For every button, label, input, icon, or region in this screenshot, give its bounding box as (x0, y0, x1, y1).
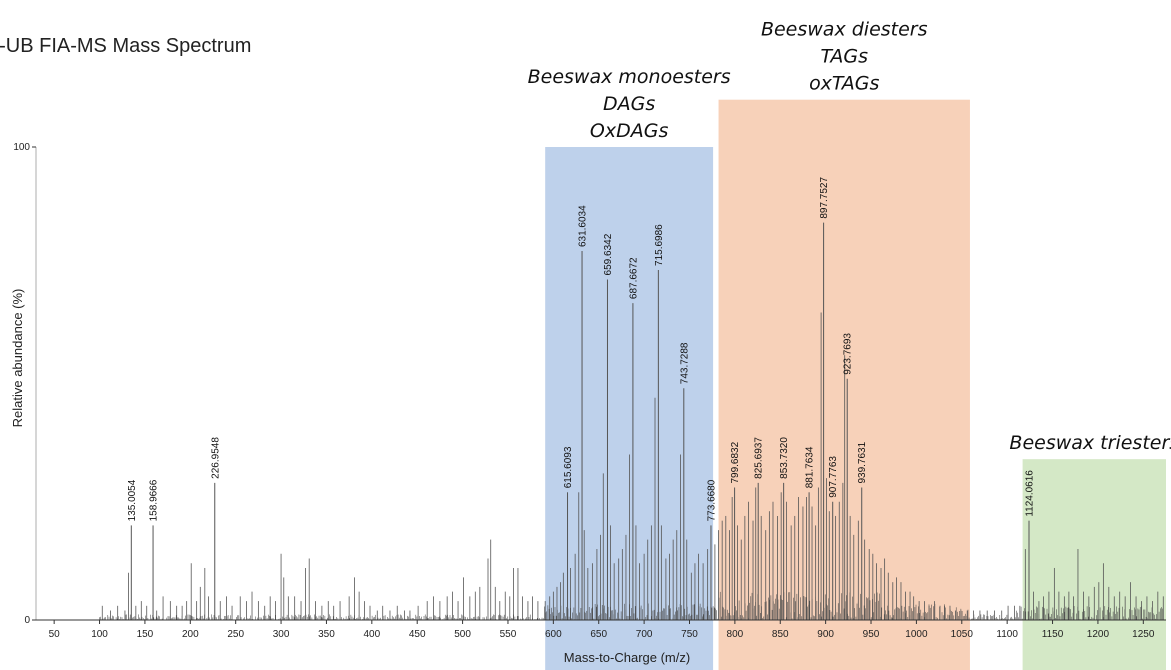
spectrum-peaks (101, 222, 1164, 620)
region-label: oxTAGs (809, 73, 879, 95)
peak-labels: 135.0054 158.9666 226.9548 615.6093 631.6034… (127, 177, 1036, 522)
highlight-regions (545, 99, 1166, 670)
x-tick-label: 600 (545, 629, 562, 640)
x-tick-label: 400 (363, 629, 380, 640)
region-label: Beeswax monoesters (528, 66, 731, 88)
x-tick-label: 250 (227, 629, 244, 640)
peak-label: 853.7320 (779, 437, 790, 479)
x-tick-label: 650 (590, 629, 607, 640)
peak-label: 907.7763 (828, 456, 839, 498)
peak-label: 923.7693 (843, 333, 854, 375)
peak-label: 743.7288 (679, 342, 690, 384)
x-tick-label: 1100 (996, 629, 1018, 640)
x-tick-label: 1150 (1042, 629, 1064, 640)
x-tick-label: 200 (182, 629, 199, 640)
x-tick-label: 500 (454, 629, 471, 640)
peak-label: 1124.0616 (1025, 470, 1036, 517)
region-label: Beeswax triesters (1009, 432, 1171, 454)
peak-label: 897.7527 (819, 177, 830, 219)
x-tick-label: 100 (91, 629, 108, 640)
highlight-region (545, 147, 714, 670)
x-tick-label: 1000 (905, 629, 928, 640)
x-tick-label: 750 (681, 629, 698, 640)
peak-label: 799.6832 (730, 441, 741, 483)
region-labels: Beeswax monoesters DAGs OxDAGs Beeswax dies… (528, 19, 1171, 454)
region-label: TAGs (821, 46, 869, 68)
peak-label: 825.6937 (754, 437, 765, 479)
region-label: OxDAGs (590, 120, 669, 142)
peak-label: 135.0054 (127, 479, 138, 521)
axes (35, 147, 1166, 621)
peak-label: 631.6034 (578, 205, 589, 247)
x-tick-label: 1200 (1087, 629, 1110, 640)
chart-title: 0-UB FIA-MS Mass Spectrum (0, 35, 251, 57)
x-tick-label: 800 (727, 629, 744, 640)
x-tick-label: 550 (500, 629, 517, 640)
highlight-region (1022, 459, 1166, 670)
x-tick-label: 700 (636, 629, 653, 640)
y-tick-label: 100 (13, 142, 30, 153)
peak-label: 687.6672 (628, 257, 639, 299)
x-tick-label: 450 (409, 629, 426, 640)
x-tick-label: 300 (273, 629, 290, 640)
x-axis-label: Mass-to-Charge (m/z) (564, 650, 690, 665)
x-tick-label: 900 (817, 629, 834, 640)
region-label: DAGs (603, 93, 655, 115)
y-axis-label: Relative abundance (%) (10, 289, 25, 428)
peak-label: 881.7634 (805, 446, 816, 488)
peak-label: 615.6093 (563, 446, 574, 488)
y-tick-label: 0 (24, 615, 30, 626)
x-tick-label: 150 (137, 629, 154, 640)
peak-label: 158.9666 (149, 479, 160, 521)
x-tick-label: 50 (49, 629, 61, 640)
axis-ticks: 50 100 150 200 250 300 350 400 450 500 550 600 650 70… (13, 142, 1155, 640)
peak-label: 773.6680 (706, 479, 717, 521)
x-tick-label: 1250 (1132, 629, 1155, 640)
region-label: Beeswax diesters (761, 19, 928, 41)
x-tick-label: 950 (863, 629, 880, 640)
x-tick-label: 850 (772, 629, 789, 640)
peak-label: 939.7631 (857, 441, 868, 483)
highlight-region (718, 99, 970, 670)
peak-label: 715.6986 (654, 224, 665, 266)
peak-label: 659.6342 (603, 233, 614, 275)
x-tick-label: 1050 (951, 629, 974, 640)
x-tick-label: 350 (318, 629, 335, 640)
peak-label: 226.9548 (210, 437, 221, 479)
